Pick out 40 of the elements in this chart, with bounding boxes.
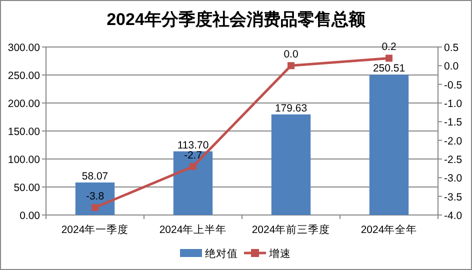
y2-tick-label: -0.5 bbox=[444, 79, 462, 92]
data-label: -2.7 bbox=[184, 149, 202, 162]
y2-tick-label: 0.0 bbox=[444, 60, 459, 73]
y-tick-label: 150.00 bbox=[8, 126, 40, 138]
y2-tick-label: -2.5 bbox=[444, 154, 462, 166]
y2-tick-label: -3.0 bbox=[444, 172, 462, 185]
y2-tick-label: -4.0 bbox=[444, 210, 462, 222]
y2-tick-label: -1.0 bbox=[444, 98, 462, 110]
data-label: -3.8 bbox=[86, 190, 104, 203]
y-tick-label: 250.00 bbox=[8, 70, 40, 82]
data-label: 0.0 bbox=[284, 48, 298, 61]
data-label: 250.51 bbox=[372, 62, 406, 75]
x-tick-label: 2024年前三季度 bbox=[252, 223, 330, 236]
y-tick-label: 300.00 bbox=[8, 42, 40, 54]
bar bbox=[75, 182, 115, 215]
y2-tick-label: -2.0 bbox=[444, 135, 462, 148]
point bbox=[92, 204, 98, 212]
bar bbox=[369, 74, 409, 215]
x-tick-label: 2024年一季度 bbox=[61, 223, 129, 236]
y-tick-label: 50.00 bbox=[14, 182, 40, 194]
data-label: 58.07 bbox=[82, 170, 108, 182]
x-tick-label: 2024年上半年 bbox=[159, 223, 227, 236]
data-label: 179.63 bbox=[274, 102, 308, 114]
bar bbox=[173, 151, 213, 215]
point bbox=[190, 162, 196, 170]
y-tick-label: 0.00 bbox=[20, 210, 40, 222]
legend-label: 绝对值 bbox=[205, 247, 238, 260]
data-label: 113.70 bbox=[177, 139, 209, 152]
y2-tick-label: -3.5 bbox=[444, 191, 462, 204]
chart-title: 2024年分季度社会消费品零售总额 bbox=[106, 10, 366, 29]
data-label: 0.2 bbox=[382, 41, 396, 54]
y2-tick-label: -1.5 bbox=[444, 116, 462, 129]
y-tick-label: 200.00 bbox=[8, 98, 40, 110]
y2-tick-label: 0.5 bbox=[444, 42, 459, 54]
x-tick-label: 2024年全年 bbox=[360, 224, 418, 236]
point bbox=[386, 54, 392, 62]
y-tick-label: 100.00 bbox=[8, 154, 40, 166]
bar bbox=[271, 114, 311, 215]
legend-label: 增速 bbox=[268, 247, 291, 260]
point bbox=[288, 62, 294, 70]
